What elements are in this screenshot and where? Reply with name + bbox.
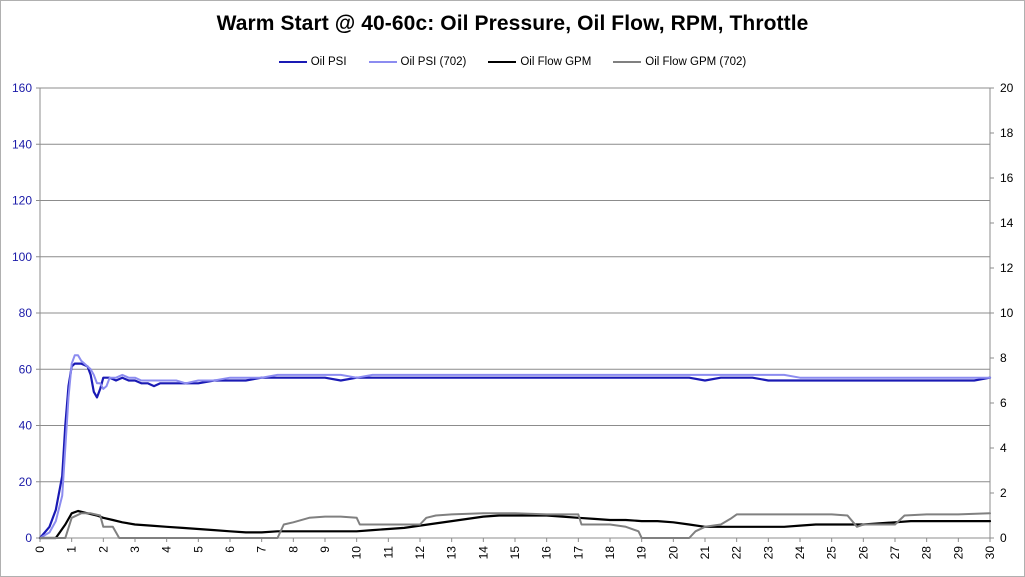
legend-entry-oil-psi: Oil PSI (278, 54, 347, 70)
y2-tick-label-8: 8 (1000, 351, 1007, 365)
y-tick-label-120: 120 (12, 194, 32, 208)
x-tick-label-28: 28 (920, 546, 934, 560)
y-tick-label-140: 140 (12, 137, 32, 151)
y2-tick-label-14: 14 (1000, 216, 1014, 230)
x-tick-label-18: 18 (603, 546, 617, 560)
y2-tick-label-4: 4 (1000, 441, 1007, 455)
y2-tick-label-18: 18 (1000, 126, 1014, 140)
x-tick-label-25: 25 (825, 546, 839, 560)
x-tick-label-30: 30 (983, 546, 997, 560)
y2-tick-label-16: 16 (1000, 171, 1014, 185)
x-tick-label-16: 16 (540, 546, 554, 560)
x-tick-label-14: 14 (476, 546, 490, 560)
series-line-oil-flow-gpm (38, 509, 992, 540)
x-tick-label-12: 12 (413, 546, 427, 560)
y2-tick-label-0: 0 (1000, 531, 1007, 545)
x-tick-label-26: 26 (856, 546, 870, 560)
x-tick-label-7: 7 (255, 546, 269, 553)
x-tick-label-11: 11 (381, 546, 395, 559)
x-tick-label-23: 23 (761, 546, 775, 560)
x-tick-label-5: 5 (191, 546, 205, 553)
x-tick-label-27: 27 (888, 546, 902, 560)
series-line-oil-psi (38, 362, 992, 540)
x-tick-label-3: 3 (128, 546, 142, 553)
legend-label-oil-flow-gpm: Oil Flow GPM (520, 56, 592, 68)
legend-entry-oil-psi-702: Oil PSI (702) (368, 54, 467, 70)
series-line-oil-flow-gpm-702 (39, 512, 991, 539)
x-tick-label-29: 29 (951, 546, 965, 560)
chart-title: Warm Start @ 40-60c: Oil Pressure, Oil F… (216, 12, 809, 35)
x-tick-label-6: 6 (223, 546, 237, 553)
x-tick-label-2: 2 (96, 546, 110, 553)
x-tick-label-4: 4 (160, 546, 174, 553)
x-tick-label-0: 0 (33, 546, 47, 553)
legend-entry-oil-flow-gpm: Oil Flow GPM (488, 54, 591, 70)
legend-label-oil-psi-702: Oil PSI (702) (400, 56, 467, 68)
y2-tick-label-2: 2 (1000, 486, 1007, 500)
y2-tick-label-20: 20 (1000, 81, 1014, 95)
y-tick-label-160: 160 (12, 81, 32, 95)
x-tick-label-20: 20 (666, 546, 680, 560)
x-tick-label-22: 22 (730, 546, 744, 560)
x-tick-label-19: 19 (635, 546, 649, 560)
legend-entry-oil-flow-gpm-702: Oil Flow GPM (702) (613, 54, 746, 70)
x-tick-label-13: 13 (445, 546, 459, 560)
x-tick-label-10: 10 (350, 546, 364, 560)
legend-swatch-oil-flow-gpm-702 (613, 61, 642, 63)
x-tick-label-24: 24 (793, 546, 807, 560)
y2-tick-label-12: 12 (1000, 261, 1014, 275)
y2-tick-label-6: 6 (1000, 396, 1007, 410)
y-tick-label-20: 20 (19, 475, 33, 489)
x-tick-label-21: 21 (698, 546, 712, 560)
legend-label-oil-psi: Oil PSI (310, 56, 347, 68)
legend-swatch-oil-flow-gpm (488, 61, 517, 63)
legend-label-oil-flow-gpm-702: Oil Flow GPM (702) (645, 56, 747, 68)
y-tick-label-80: 80 (19, 306, 33, 320)
x-tick-label-17: 17 (571, 546, 585, 560)
x-tick-label-9: 9 (318, 546, 332, 553)
y-tick-label-40: 40 (19, 419, 33, 433)
y2-tick-label-10: 10 (1000, 306, 1014, 320)
x-tick-label-15: 15 (508, 546, 522, 560)
series-line-oil-psi-702 (39, 354, 991, 539)
y-tick-label-60: 60 (19, 362, 33, 376)
x-tick-label-1: 1 (65, 546, 79, 553)
legend-swatch-oil-psi-702 (368, 61, 397, 63)
legend-swatch-oil-psi (278, 61, 307, 63)
y-tick-label-100: 100 (12, 250, 32, 264)
legend: Oil PSI Oil PSI (702) Oil Flow GPM Oil F… (0, 54, 1025, 70)
y-tick-label-0: 0 (25, 531, 32, 545)
x-tick-label-8: 8 (286, 546, 300, 553)
